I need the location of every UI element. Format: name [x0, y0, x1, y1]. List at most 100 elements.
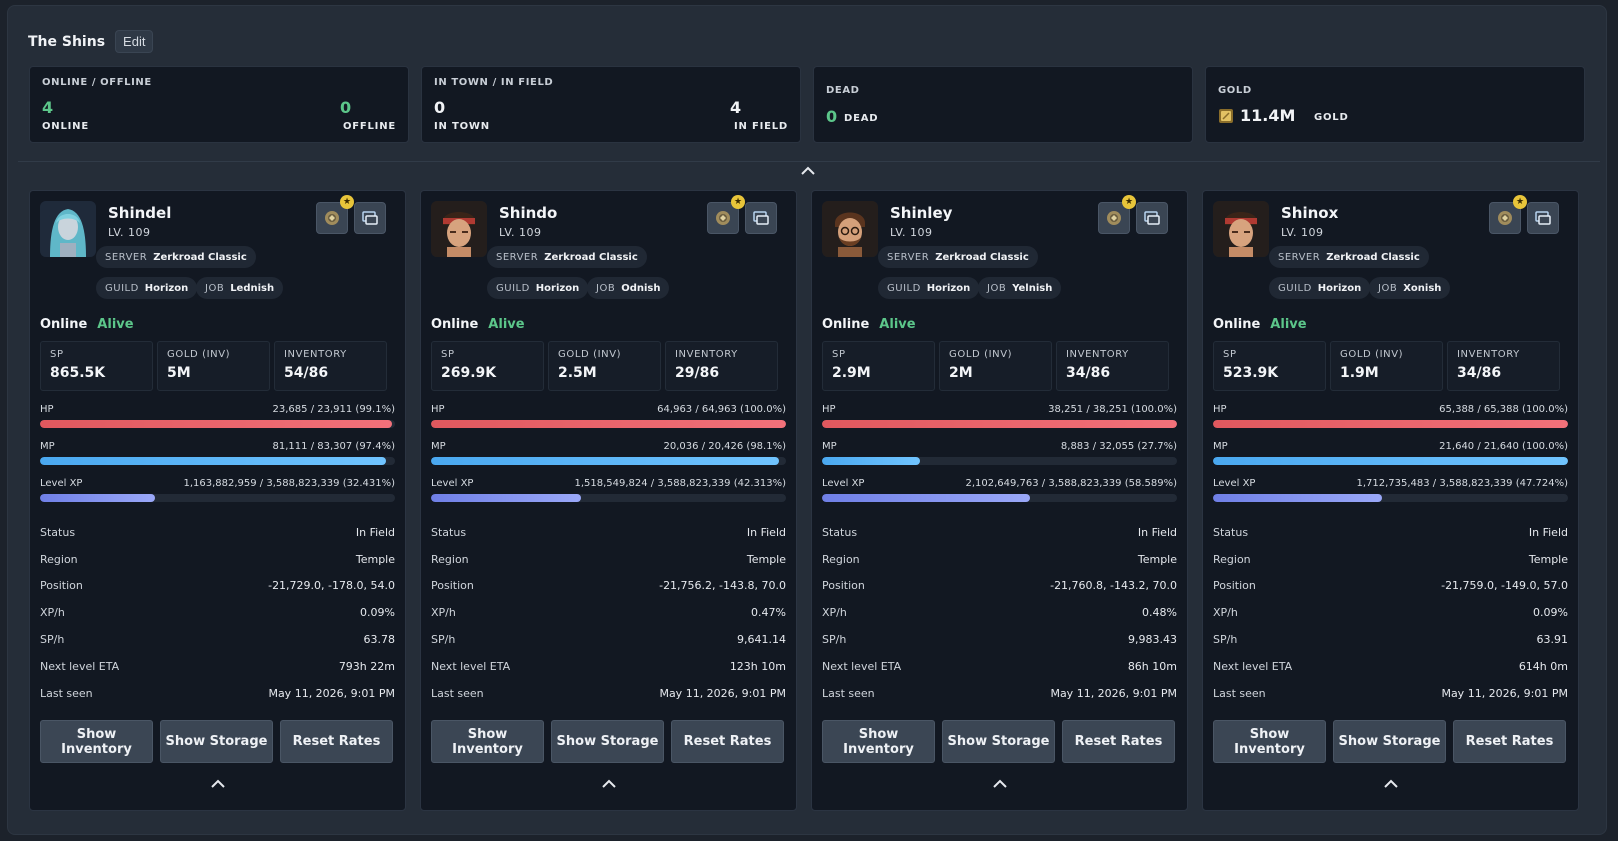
- avatar: [1213, 201, 1269, 257]
- server-pill: SERVER Zerkroad Classic: [878, 246, 1038, 268]
- info-row-xph: XP/h 0.09%: [1213, 599, 1568, 626]
- gold-card: GOLD 11.4M GOLD: [1205, 66, 1585, 143]
- gold-inv-stat: GOLD (INV) 2.5M: [548, 341, 661, 391]
- info-key: SP/h: [40, 633, 65, 647]
- stat-boxes: SP 865.5K GOLD (INV) 5M INVENTORY 54/86: [40, 341, 387, 391]
- info-value: 793h 22m: [338, 659, 395, 673]
- info-key: Next level ETA: [822, 659, 902, 673]
- window-button[interactable]: [354, 202, 386, 234]
- bar-value: 2,102,649,763 / 3,588,823,339 (58.589%): [965, 478, 1177, 489]
- job-pill: JOB Lednish: [196, 277, 284, 299]
- info-key: Status: [40, 525, 76, 539]
- offline-label: OFFLINE: [342, 121, 396, 132]
- bar-fill: [431, 420, 786, 428]
- info-key: Position: [1213, 579, 1256, 593]
- collapse-card-button[interactable]: [989, 777, 1011, 791]
- show-storage-button[interactable]: Show Storage: [551, 720, 664, 763]
- info-key: Region: [40, 552, 78, 566]
- collapse-summary-button[interactable]: [797, 163, 819, 179]
- info-value: Temple: [355, 552, 395, 566]
- reset-rates-button[interactable]: Reset Rates: [1062, 720, 1175, 763]
- alive-status: Alive: [97, 317, 134, 332]
- guild-value: Horizon: [535, 282, 580, 294]
- collapse-card-button[interactable]: [207, 777, 229, 791]
- gold-total: 11.4M: [1240, 106, 1296, 125]
- show-inventory-button[interactable]: Show Inventory: [822, 720, 935, 763]
- show-storage-button[interactable]: Show Storage: [160, 720, 273, 763]
- avatar: [40, 201, 96, 257]
- info-key: Last seen: [822, 686, 875, 700]
- reset-rates-button[interactable]: Reset Rates: [1453, 720, 1566, 763]
- bar-track: [40, 420, 395, 428]
- reset-rates-button[interactable]: Reset Rates: [671, 720, 784, 763]
- hp-bar: HP 38,251 / 38,251 (100.0%): [822, 404, 1177, 428]
- reset-rates-button[interactable]: Reset Rates: [280, 720, 393, 763]
- show-storage-button[interactable]: Show Storage: [942, 720, 1055, 763]
- info-row-status: Status In Field: [822, 519, 1177, 546]
- gold-label: GOLD: [1314, 112, 1349, 123]
- window-icon: [1535, 211, 1551, 225]
- info-key: Last seen: [40, 686, 93, 700]
- mp-bar: MP 21,640 / 21,640 (100.0%): [1213, 441, 1568, 465]
- show-inventory-button[interactable]: Show Inventory: [1213, 720, 1326, 763]
- server-value: Zerkroad Classic: [153, 251, 247, 263]
- bar-track: [40, 494, 395, 502]
- job-pill: JOB Odnish: [587, 277, 670, 299]
- show-storage-button[interactable]: Show Storage: [1333, 720, 1446, 763]
- info-key: Last seen: [1213, 686, 1266, 700]
- window-button[interactable]: [745, 202, 777, 234]
- info-key: SP/h: [822, 633, 847, 647]
- bar-value: 64,963 / 64,963 (100.0%): [657, 404, 786, 415]
- alive-status: Alive: [1270, 317, 1307, 332]
- chevron-up-icon: [602, 779, 616, 788]
- bar-label: Level XP: [431, 478, 474, 489]
- buffs-button[interactable]: [316, 202, 348, 234]
- stat-value: 54/86: [284, 365, 329, 381]
- job-key: JOB: [1378, 282, 1398, 294]
- bar-fill: [431, 457, 780, 465]
- bar-fill: [822, 494, 1030, 502]
- bar-value: 1,163,882,959 / 3,588,823,339 (32.431%): [183, 478, 395, 489]
- guild-pill: GUILD Horizon: [878, 277, 980, 299]
- window-button[interactable]: [1527, 202, 1559, 234]
- stat-label: SP: [441, 349, 455, 360]
- guild-key: GUILD: [105, 282, 139, 294]
- info-value: 0.09%: [360, 606, 395, 620]
- stat-label: INVENTORY: [1457, 349, 1520, 360]
- in-field-label: IN FIELD: [733, 121, 788, 132]
- medal-icon: [1498, 211, 1512, 225]
- chevron-up-icon: [1384, 779, 1398, 788]
- bar-track: [431, 420, 786, 428]
- info-row-eta: Next level ETA 123h 10m: [431, 653, 786, 680]
- info-key: Next level ETA: [431, 659, 511, 673]
- info-row-position: Position -21,760.8, -143.2, 70.0: [822, 573, 1177, 600]
- bar-fill: [431, 494, 582, 502]
- info-value: 9,641.14: [737, 633, 786, 647]
- guild-pill: GUILD Horizon: [1269, 277, 1371, 299]
- info-row-region: Region Temple: [1213, 546, 1568, 573]
- hp-bar: HP 64,963 / 64,963 (100.0%): [431, 404, 786, 428]
- info-table: Status In Field Region Temple Position -21,…: [1213, 519, 1568, 707]
- window-button[interactable]: [1136, 202, 1168, 234]
- mp-bar: MP 20,036 / 20,426 (98.1%): [431, 441, 786, 465]
- guild-value: Horizon: [1317, 282, 1362, 294]
- show-inventory-button[interactable]: Show Inventory: [40, 720, 153, 763]
- info-value: -21,760.8, -143.2, 70.0: [1050, 579, 1177, 593]
- info-key: SP/h: [431, 633, 456, 647]
- info-value: Temple: [746, 552, 786, 566]
- bar-value: 81,111 / 83,307 (97.4%): [272, 441, 395, 452]
- show-inventory-button[interactable]: Show Inventory: [431, 720, 544, 763]
- bar-fill: [822, 420, 1177, 428]
- info-value: 0.09%: [1533, 606, 1568, 620]
- stat-value: 1.9M: [1340, 365, 1379, 381]
- collapse-card-button[interactable]: [1380, 777, 1402, 791]
- bar-track: [1213, 420, 1568, 428]
- stat-label: GOLD (INV): [558, 349, 622, 360]
- xp-bar: Level XP 1,712,735,483 / 3,588,823,339 (4…: [1213, 478, 1568, 502]
- guild-key: GUILD: [887, 282, 921, 294]
- window-icon: [753, 211, 769, 225]
- bar-label: MP: [1213, 441, 1228, 452]
- guild-pill: GUILD Horizon: [487, 277, 589, 299]
- edit-team-button[interactable]: Edit: [115, 30, 154, 53]
- collapse-card-button[interactable]: [598, 777, 620, 791]
